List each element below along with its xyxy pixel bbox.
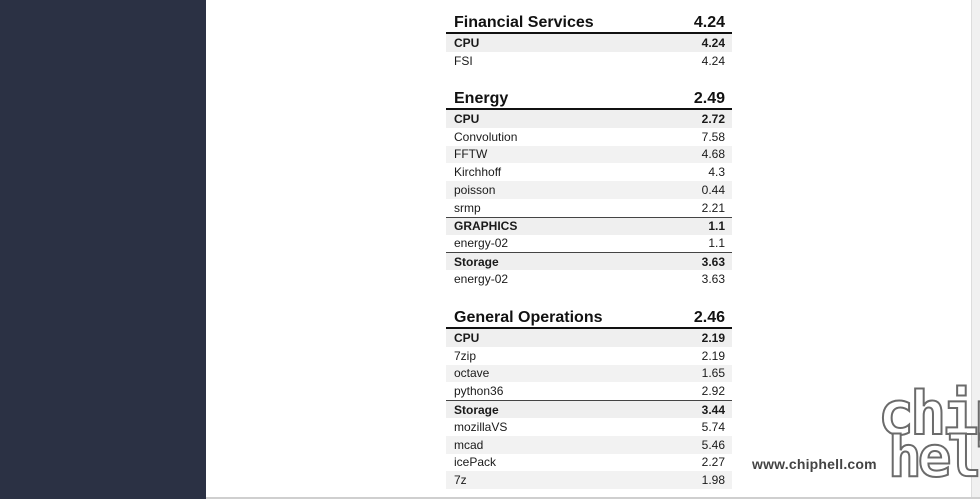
- benchmark-label: Convolution: [454, 129, 518, 144]
- benchmark-label: octave: [454, 366, 490, 381]
- benchmark-section: Energy 2.49 CPU 2.72 Convolution 7.58 FFTW 4.68…: [446, 86, 732, 288]
- benchmark-score: 4.24: [701, 53, 725, 68]
- section-title: General Operations: [454, 309, 603, 326]
- benchmark-label: energy-02: [454, 272, 509, 287]
- benchmark-score: 1.98: [701, 473, 725, 488]
- category-label: GRAPHICS: [454, 219, 518, 234]
- benchmark-row: poisson 0.44: [446, 181, 732, 199]
- benchmark-score: 2.19: [701, 348, 725, 363]
- benchmark-score: 2.21: [701, 200, 725, 215]
- benchmark-label: FFTW: [454, 147, 488, 162]
- benchmark-label: srmp: [454, 200, 481, 215]
- benchmark-section: General Operations 2.46 CPU 2.19 7zip 2.19 oct…: [446, 305, 732, 490]
- category-label: Storage: [454, 254, 499, 269]
- benchmark-row: Convolution 7.58: [446, 128, 732, 146]
- category-score: 3.44: [701, 402, 725, 417]
- section-score: 4.24: [693, 14, 725, 31]
- section-header: Energy 2.49: [446, 86, 732, 110]
- category-label: CPU: [454, 111, 480, 126]
- benchmark-score: 0.44: [701, 183, 725, 198]
- category-label: CPU: [454, 35, 480, 50]
- benchmark-row: FSI 4.24: [446, 52, 732, 70]
- category-score: 3.63: [701, 254, 725, 269]
- benchmark-score: 4.68: [701, 147, 725, 162]
- benchmark-row: octave 1.65: [446, 364, 732, 383]
- section-title: Energy: [454, 90, 509, 107]
- benchmark-score: 5.74: [701, 419, 725, 434]
- benchmark-score: 3.63: [701, 272, 725, 287]
- watermark-url: www.chiphell.com: [752, 456, 877, 472]
- category-label: Storage: [454, 402, 499, 417]
- benchmark-label: 7zip: [454, 348, 477, 363]
- section-score: 2.49: [693, 90, 725, 107]
- benchmark-label: 7z: [454, 473, 467, 488]
- category-row: Storage 3.63: [446, 252, 732, 271]
- benchmark-row: energy-02 3.63: [446, 270, 732, 288]
- benchmark-section: Financial Services 4.24 CPU 4.24 FSI 4.24: [446, 10, 732, 70]
- benchmark-score: 4.3: [708, 165, 725, 180]
- benchmark-label: poisson: [454, 183, 496, 198]
- category-row: CPU 4.24: [446, 34, 732, 52]
- category-row: Storage 3.44: [446, 400, 732, 418]
- benchmark-row: srmp 2.21: [446, 199, 732, 217]
- benchmark-row: energy-02 1.1: [446, 235, 732, 253]
- benchmark-row: mcad 5.46: [446, 435, 732, 454]
- category-score: 2.72: [701, 111, 725, 126]
- benchmark-row: icePack 2.27: [446, 454, 732, 472]
- category-row: CPU 2.72: [446, 110, 732, 128]
- watermark-logo-bottom: hell: [887, 425, 980, 490]
- watermark-logo-top: chip: [877, 379, 980, 449]
- watermark: chip hell www.chiphell.com: [752, 380, 980, 499]
- section-header: General Operations 2.46: [446, 305, 732, 329]
- benchmark-row: Kirchhoff 4.3: [446, 163, 732, 181]
- benchmark-label: mcad: [454, 437, 484, 452]
- category-score: 4.24: [701, 35, 725, 50]
- benchmark-label: Kirchhoff: [454, 165, 502, 180]
- benchmark-label: icePack: [454, 455, 497, 470]
- benchmark-row: FFTW 4.68: [446, 145, 732, 164]
- benchmark-row: mozillaVS 5.74: [446, 418, 732, 436]
- category-label: CPU: [454, 330, 480, 345]
- category-row: GRAPHICS 1.1: [446, 216, 732, 235]
- benchmark-score: 2.92: [701, 384, 725, 399]
- benchmark-score: 1.65: [701, 366, 725, 381]
- benchmark-row: python36 2.92: [446, 382, 732, 400]
- benchmark-score: 5.46: [701, 437, 725, 452]
- benchmark-label: mozillaVS: [454, 419, 508, 434]
- bottom-divider: [206, 497, 980, 499]
- scrollbar[interactable]: [971, 0, 980, 499]
- benchmark-label: FSI: [454, 53, 473, 68]
- benchmark-score: 1.1: [708, 236, 725, 251]
- benchmark-score: 2.27: [701, 455, 725, 470]
- benchmark-label: energy-02: [454, 236, 509, 251]
- category-score: 2.19: [701, 330, 725, 345]
- section-title: Financial Services: [454, 14, 594, 31]
- category-row: CPU 2.19: [446, 329, 732, 347]
- section-score: 2.46: [693, 309, 725, 326]
- benchmark-row: 7zip 2.19: [446, 347, 732, 365]
- benchmark-score: 7.58: [701, 129, 725, 144]
- benchmark-row: 7z 1.98: [446, 471, 732, 490]
- benchmark-label: python36: [454, 384, 504, 399]
- section-header: Financial Services 4.24: [446, 10, 732, 34]
- left-sidebar: [0, 0, 206, 499]
- category-score: 1.1: [708, 219, 725, 234]
